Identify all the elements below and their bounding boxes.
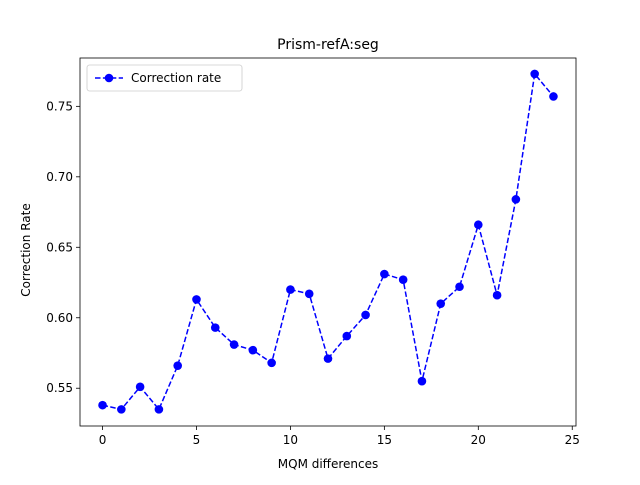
y-tick-label: 0.55 — [46, 381, 73, 395]
y-tick-label: 0.70 — [46, 170, 73, 184]
x-axis-label: MQM differences — [278, 457, 378, 471]
data-point — [417, 376, 427, 386]
data-point — [286, 285, 295, 294]
chart-title: Prism-refA:seg — [277, 37, 379, 53]
legend-marker — [104, 73, 114, 83]
data-point — [135, 382, 145, 392]
data-point — [474, 220, 483, 230]
data-point — [173, 361, 182, 370]
data-point — [304, 289, 314, 299]
legend-box — [86, 64, 243, 92]
data-point — [98, 400, 107, 410]
data-point — [210, 323, 220, 332]
data-point — [117, 405, 126, 414]
x-tick-label: 0 — [99, 433, 107, 447]
x-tick-label: 25 — [565, 433, 580, 447]
x-tick-label: 15 — [377, 433, 392, 447]
plot-axes: 0 5 10 15 20 25 0.55 0.60 0.65 0.70 0.75 Correction… — [46, 57, 580, 447]
data-point — [361, 310, 370, 320]
data-point — [455, 282, 464, 292]
data-point — [492, 290, 502, 300]
data-point — [530, 69, 539, 79]
x-tick-label: 20 — [471, 433, 486, 447]
plot-frame — [79, 57, 577, 427]
data-point — [229, 340, 239, 349]
x-tick-label: 5 — [193, 433, 201, 447]
y-tick-label: 0.65 — [46, 240, 73, 254]
data-point — [323, 354, 333, 363]
data-point — [248, 345, 258, 355]
data-point — [380, 269, 389, 279]
data-point — [436, 299, 446, 308]
x-tick-label: 10 — [283, 433, 298, 447]
data-point — [154, 405, 164, 414]
data-point — [342, 331, 352, 341]
y-axis-label: Correction Rate — [19, 203, 33, 296]
data-point — [267, 358, 276, 368]
data-point — [398, 275, 408, 285]
legend-label: Correction rate — [131, 71, 221, 85]
y-tick-label: 0.60 — [46, 311, 73, 325]
data-point — [192, 295, 201, 304]
y-tick-label: 0.75 — [46, 99, 73, 113]
data-point — [549, 92, 558, 101]
data-point — [511, 195, 521, 204]
